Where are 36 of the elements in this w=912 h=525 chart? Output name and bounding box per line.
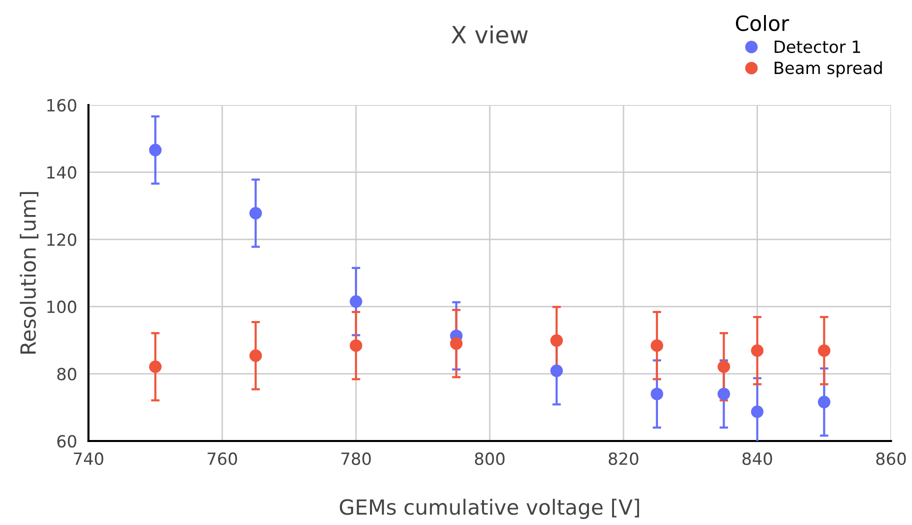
point [650, 388, 664, 400]
legend-title: Color [736, 15, 790, 32]
point [751, 406, 764, 418]
chart-title: X view [451, 25, 528, 44]
y-tick-label: 80 [57, 368, 76, 380]
y-tick-label: 100 [47, 300, 76, 314]
legend-label: Detector 1 [774, 40, 860, 54]
point [718, 360, 730, 373]
x-axis-title: GEMs cumulative voltage [V] [340, 498, 640, 519]
x-tick-label: 840 [742, 452, 772, 466]
point [650, 339, 664, 352]
y-tick-label: 140 [47, 166, 76, 179]
point [149, 144, 162, 156]
point [751, 344, 764, 357]
point [350, 295, 362, 308]
point [718, 388, 730, 400]
y-tick-label: 120 [47, 233, 76, 246]
y-tick-label: 160 [47, 98, 76, 112]
point [350, 339, 362, 352]
point [818, 396, 830, 408]
y-tick-label: 60 [57, 434, 76, 448]
x-tick-label: 760 [208, 452, 238, 466]
point [818, 344, 830, 357]
point [249, 206, 262, 220]
point [450, 337, 463, 350]
legend-label: Beam spread [774, 61, 882, 78]
x-tick-label: 780 [341, 452, 371, 466]
x-tick-label: 800 [474, 452, 505, 466]
x-tick-label: 820 [608, 452, 638, 466]
point [550, 334, 563, 347]
point [149, 360, 162, 373]
y-axis-title: Resolution [um] [20, 192, 38, 354]
point [249, 349, 262, 362]
x-tick-label: 860 [876, 452, 906, 466]
point [550, 364, 563, 378]
x-tick-label: 740 [74, 452, 104, 466]
